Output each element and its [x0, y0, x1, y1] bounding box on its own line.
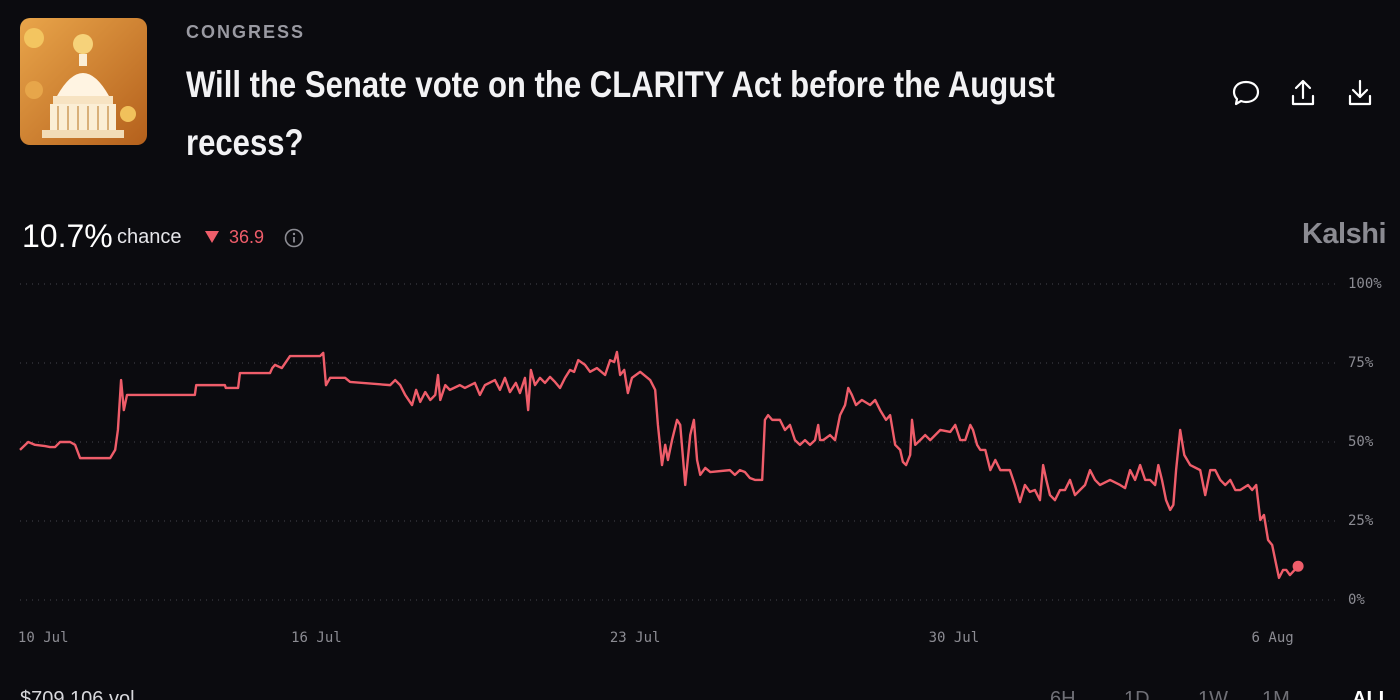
- y-tick-label: 25%: [1348, 513, 1374, 529]
- category: CONGRESS: [186, 22, 306, 42]
- download-button[interactable]: [1348, 79, 1372, 106]
- y-tick-label: 0%: [1348, 592, 1365, 608]
- x-tick-label: 30 Jul: [929, 630, 980, 646]
- x-tick-label: 23 Jul: [610, 630, 661, 646]
- chance-label: chance: [117, 226, 182, 248]
- volume: $709,106 vol: [20, 688, 135, 700]
- x-tick-label: 10 Jul: [18, 630, 69, 646]
- x-tick-label: 16 Jul: [291, 630, 342, 646]
- range-button[interactable]: 1D: [1124, 688, 1150, 700]
- y-tick-label: 75%: [1348, 355, 1374, 371]
- share-button[interactable]: [1291, 79, 1315, 106]
- change-value: 36.9: [229, 227, 265, 247]
- brand-logo: Kalshi: [1301, 218, 1387, 250]
- y-tick-label: 50%: [1348, 434, 1374, 450]
- range-button[interactable]: ALL: [1352, 688, 1391, 700]
- current-point: [1292, 560, 1304, 572]
- y-tick-label: 100%: [1348, 276, 1382, 292]
- range-button[interactable]: 1M: [1262, 688, 1290, 700]
- price-line: [19, 350, 1299, 580]
- down-arrow: [205, 231, 219, 243]
- info-button[interactable]: [283, 227, 305, 249]
- market-icon: [20, 18, 147, 145]
- comment-button[interactable]: [1232, 80, 1260, 106]
- chance-value: 10.7%: [22, 218, 113, 254]
- range-button[interactable]: 1W: [1198, 688, 1228, 700]
- x-tick-label: 6 Aug: [1252, 630, 1294, 646]
- market-title: Will the Senate vote on the CLARITY Act …: [186, 64, 1055, 163]
- actions: [1232, 79, 1372, 106]
- range-button[interactable]: 6H: [1050, 688, 1076, 700]
